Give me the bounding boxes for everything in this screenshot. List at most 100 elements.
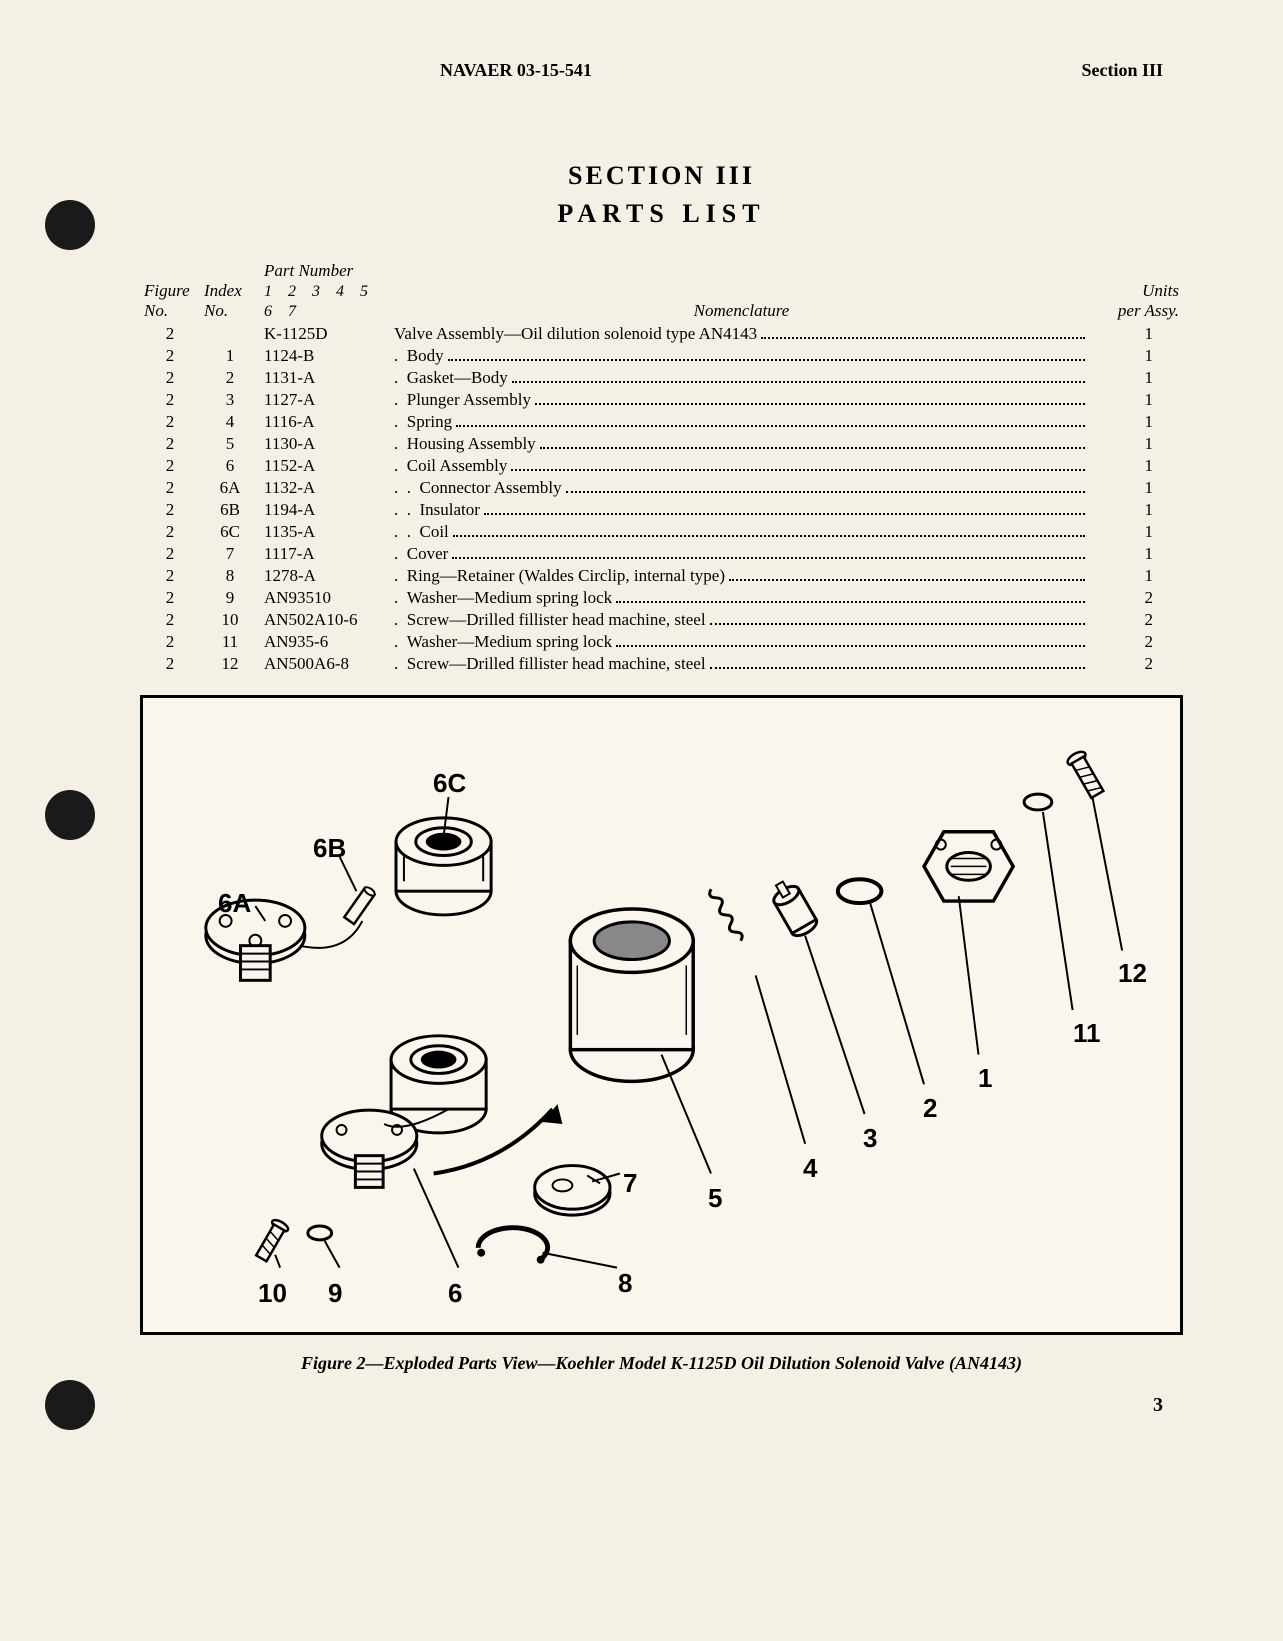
figure-callout-11: 11	[1073, 1018, 1101, 1049]
cell-figure: 2	[140, 389, 200, 411]
exploded-view-figure: 1234567891011126A6B6C	[140, 695, 1183, 1335]
cell-figure: 2	[140, 499, 200, 521]
cell-nomenclature: Valve Assembly—Oil dilution solenoid typ…	[390, 323, 1093, 345]
cell-figure: 2	[140, 609, 200, 631]
table-row: 2 K-1125DValve Assembly—Oil dilution sole…	[140, 323, 1183, 345]
cell-nomenclature: . Coil Assembly	[390, 455, 1093, 477]
section-label: Section III	[1081, 60, 1163, 81]
page-header: NAVAER 03-15-541 Section III	[140, 60, 1183, 81]
part-2	[838, 879, 882, 903]
cell-nomenclature: . . Insulator	[390, 499, 1093, 521]
cell-nomenclature: . Housing Assembly	[390, 433, 1093, 455]
figure-callout-8: 8	[618, 1268, 632, 1299]
cell-part-number: 1194-A	[260, 499, 390, 521]
punch-hole	[45, 790, 95, 840]
cell-nomenclature: . Screw—Drilled fillister head machine, …	[390, 609, 1093, 631]
col-header-part: Part Number 1 2 3 4 5 6 7	[260, 259, 390, 323]
table-row: 271117-A. Cover1	[140, 543, 1183, 565]
page-number: 3	[140, 1394, 1183, 1417]
cell-figure: 2	[140, 345, 200, 367]
cell-nomenclature: . Screw—Drilled fillister head machine, …	[390, 653, 1093, 675]
cell-part-number: K-1125D	[260, 323, 390, 345]
cell-nomenclature: . Washer—Medium spring lock	[390, 587, 1093, 609]
figure-callout-6C: 6C	[433, 768, 466, 799]
figure-callout-1: 1	[978, 1063, 992, 1094]
figure-callout-2: 2	[923, 1093, 937, 1124]
part-3	[767, 877, 819, 940]
cell-figure: 2	[140, 323, 200, 345]
table-row: 26A1132-A. . Connector Assembly1	[140, 477, 1183, 499]
col-header-units: Units per Assy.	[1093, 259, 1183, 323]
cell-units: 2	[1093, 587, 1183, 609]
table-row: 261152-A. Coil Assembly1	[140, 455, 1183, 477]
cell-part-number: 1116-A	[260, 411, 390, 433]
cell-figure: 2	[140, 455, 200, 477]
figure-callout-6: 6	[448, 1278, 462, 1309]
cell-index: 7	[200, 543, 260, 565]
table-row: 231127-A. Plunger Assembly1	[140, 389, 1183, 411]
cell-nomenclature: . Body	[390, 345, 1093, 367]
cell-units: 1	[1093, 455, 1183, 477]
table-row: 26C1135-A. . Coil1	[140, 521, 1183, 543]
cell-part-number: 1132-A	[260, 477, 390, 499]
exploded-diagram-svg	[143, 698, 1180, 1332]
cell-index: 5	[200, 433, 260, 455]
section-subtitle: PARTS LIST	[140, 199, 1183, 229]
cell-units: 1	[1093, 521, 1183, 543]
table-row: 29AN93510. Washer—Medium spring lock2	[140, 587, 1183, 609]
col-header-figure: Figure No.	[140, 259, 200, 323]
figure-callout-5: 5	[708, 1183, 722, 1214]
cell-part-number: 1278-A	[260, 565, 390, 587]
figure-callout-12: 12	[1118, 958, 1147, 989]
cell-figure: 2	[140, 631, 200, 653]
cell-units: 1	[1093, 411, 1183, 433]
part-6a-lower	[322, 1110, 417, 1187]
cell-part-number: AN502A10-6	[260, 609, 390, 631]
cell-nomenclature: . Cover	[390, 543, 1093, 565]
section-title: SECTION III	[140, 161, 1183, 191]
cell-index: 6A	[200, 477, 260, 499]
cell-nomenclature: . . Coil	[390, 521, 1093, 543]
cell-units: 1	[1093, 367, 1183, 389]
document-id: NAVAER 03-15-541	[440, 60, 592, 81]
part-8	[477, 1228, 547, 1264]
col-header-nomenclature: Nomenclature	[390, 259, 1093, 323]
part-5	[570, 909, 693, 1081]
table-row: 212AN500A6-8. Screw—Drilled fillister he…	[140, 653, 1183, 675]
col-header-index: Index No.	[200, 259, 260, 323]
table-row: 211124-B. Body1	[140, 345, 1183, 367]
part-12	[1066, 749, 1106, 799]
cell-index: 8	[200, 565, 260, 587]
cell-part-number: 1135-A	[260, 521, 390, 543]
cell-part-number: 1124-B	[260, 345, 390, 367]
cell-index: 10	[200, 609, 260, 631]
table-row: 211AN935-6. Washer—Medium spring lock2	[140, 631, 1183, 653]
cell-index: 9	[200, 587, 260, 609]
cell-index	[200, 323, 260, 345]
cell-part-number: 1130-A	[260, 433, 390, 455]
cell-part-number: AN935-6	[260, 631, 390, 653]
parts-list-table: Figure No. Index No. Part Number 1 2 3 4…	[140, 259, 1183, 675]
figure-callout-10: 10	[258, 1278, 287, 1309]
table-row: 210AN502A10-6. Screw—Drilled fillister h…	[140, 609, 1183, 631]
cell-units: 1	[1093, 477, 1183, 499]
part-7	[535, 1166, 610, 1216]
figure-callout-3: 3	[863, 1123, 877, 1154]
cell-nomenclature: . Plunger Assembly	[390, 389, 1093, 411]
cell-figure: 2	[140, 433, 200, 455]
cell-nomenclature: . Washer—Medium spring lock	[390, 631, 1093, 653]
cell-units: 1	[1093, 433, 1183, 455]
cell-units: 1	[1093, 323, 1183, 345]
figure-callout-9: 9	[328, 1278, 342, 1309]
cell-figure: 2	[140, 367, 200, 389]
cell-figure: 2	[140, 653, 200, 675]
cell-units: 1	[1093, 499, 1183, 521]
cell-nomenclature: . Ring—Retainer (Waldes Circlip, interna…	[390, 565, 1093, 587]
table-row: 251130-A. Housing Assembly1	[140, 433, 1183, 455]
figure-caption: Figure 2—Exploded Parts View—Koehler Mod…	[140, 1353, 1183, 1374]
cell-index: 4	[200, 411, 260, 433]
table-row: 241116-A. Spring1	[140, 411, 1183, 433]
cell-figure: 2	[140, 477, 200, 499]
cell-figure: 2	[140, 521, 200, 543]
cell-units: 2	[1093, 631, 1183, 653]
